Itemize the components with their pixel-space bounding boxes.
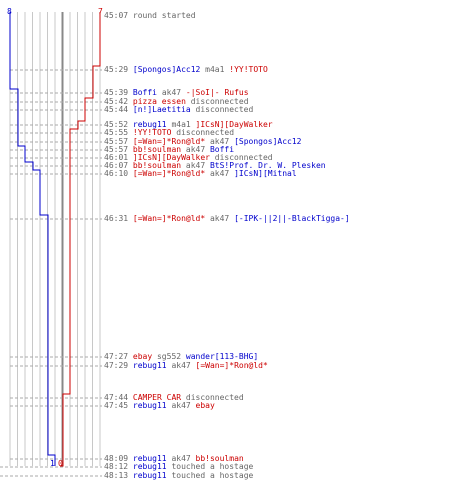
event-time: 48:13 [104,471,133,480]
event-time: 45:44 [104,105,133,114]
event-time: 47:45 [104,401,133,410]
event-time: 48:09 [104,454,133,463]
event-action: touched a hostage [166,471,254,480]
event-action: round started [132,11,196,20]
player-name: [=Wan=]*Ron@ld* [132,169,206,178]
event-action: disconnected [209,153,273,162]
event-action: touched a hostage [166,462,254,471]
event-row: 47:29 rebug11 ak47 [=Wan=]*Ron@ld* [104,362,268,370]
event-time: 47:29 [104,361,133,370]
event-time: 47:27 [104,352,133,361]
event-row: 45:07 round started [104,12,196,20]
event-action: disconnected [171,128,235,137]
player-name: [-IPK-||2||-BlackTigga-] [234,214,350,223]
player-name: !YY!TOTO [229,65,268,74]
player-name: bb!soulman [132,145,182,154]
event-action: ak47 [166,401,196,410]
event-action: ak47 [181,145,210,154]
event-row: 45:29 [Spongos]Acc12 m4a1 !YY!TOTO [104,66,268,74]
red-team-line [60,12,101,467]
player-name: ]ICsN][Mitnal [234,169,297,178]
event-row: 48:13 rebug11 touched a hostage [104,472,253,480]
event-action: ak47 [205,137,235,146]
event-row: 46:10 [=Wan=]*Ron@ld* ak47 ]ICsN][Mitnal [104,170,297,178]
event-action: ak47 [157,88,186,97]
player-name: Boffi [209,145,235,154]
event-action: m4a1 [200,65,230,74]
player-name: [=Wan=]*Ron@ld* [132,214,206,223]
player-name: [Spongos]Acc12 [132,65,201,74]
event-action: ak47 [181,161,210,170]
event-row: 48:12 rebug11 touched a hostage [104,463,253,471]
event-row: 46:31 [=Wan=]*Ron@ld* ak47 [-IPK-||2||-B… [104,215,350,223]
player-name: [=Wan=]*Ron@ld* [132,137,206,146]
event-row: 47:27 ebay sg552 wander[113-BHG] [104,353,258,361]
player-name: rebug11 [132,401,167,410]
player-name: -|SoI|- Rufus [185,88,249,97]
player-name: !YY!TOTO [132,128,172,137]
event-row: 47:45 rebug11 ak47 ebay [104,402,215,410]
player-name: rebug11 [132,462,167,471]
event-action: ak47 [166,361,196,370]
event-time: 46:31 [104,214,133,223]
event-action: ak47 [166,454,196,463]
event-row: 45:42 pizza essen disconnected [104,98,249,106]
event-row: 47:44 CAMPER CAR disconnected [104,394,244,402]
player-name: BtS!Prof. Dr. W. Plesken [209,161,326,170]
player-name: rebug11 [132,120,167,129]
blue-team-line [9,12,56,466]
blue-end-count: 1 [50,459,55,468]
red-start-count: 7 [98,7,103,16]
event-time: 45:57 [104,145,133,154]
event-action: disconnected [185,97,249,106]
event-time: 45:07 [104,11,133,20]
player-name: bb!soulman [132,161,182,170]
event-row: 45:52 rebug11 m4a1 ]ICsN][DayWalker [104,121,273,129]
player-name: [Spongos]Acc12 [234,137,302,146]
player-name: [n!]Laetitia [132,105,191,114]
event-action: disconnected [190,105,254,114]
blue-start-count: 8 [7,7,12,16]
player-name: rebug11 [132,471,167,480]
event-time: 45:57 [104,137,133,146]
event-time: 48:12 [104,462,133,471]
event-action: ak47 [205,214,235,223]
event-row: 45:57 [=Wan=]*Ron@ld* ak47 [Spongos]Acc1… [104,138,302,146]
event-time: 45:42 [104,97,133,106]
player-name: rebug11 [132,361,167,370]
event-time: 45:52 [104,120,133,129]
event-time: 46:07 [104,161,133,170]
player-name: bb!soulman [195,454,244,463]
player-name: rebug11 [132,454,167,463]
event-row: 46:01 ]ICsN][DayWalker disconnected [104,154,273,162]
player-name: ebay [195,401,215,410]
event-row: 45:57 bb!soulman ak47 Boffi [104,146,234,154]
red-end-count: 0 [58,459,63,468]
player-name: ]ICsN][DayWalker [132,153,210,162]
player-name: ebay [132,352,153,361]
player-name: pizza essen [132,97,186,106]
player-name: ]ICsN][DayWalker [195,120,273,129]
event-row: 45:55 !YY!TOTO disconnected [104,129,234,137]
event-row: 45:44 [n!]Laetitia disconnected [104,106,253,114]
event-time: 45:55 [104,128,133,137]
event-time: 46:10 [104,169,133,178]
player-name: CAMPER CAR [132,393,182,402]
event-row: 45:39 Boffi ak47 -|SoI|- Rufus [104,89,249,97]
event-row: 46:07 bb!soulman ak47 BtS!Prof. Dr. W. P… [104,162,326,170]
event-time: 46:01 [104,153,133,162]
event-time: 47:44 [104,393,133,402]
event-action: sg552 [152,352,186,361]
player-name: [=Wan=]*Ron@ld* [195,361,268,370]
event-row: 48:09 rebug11 ak47 bb!soulman [104,455,244,463]
player-name: Boffi [132,88,157,97]
player-name: wander[113-BHG] [185,352,259,361]
event-action: m4a1 [166,120,196,129]
event-time: 45:39 [104,88,133,97]
event-action: ak47 [205,169,235,178]
event-time: 45:29 [104,65,133,74]
event-action: disconnected [181,393,244,402]
